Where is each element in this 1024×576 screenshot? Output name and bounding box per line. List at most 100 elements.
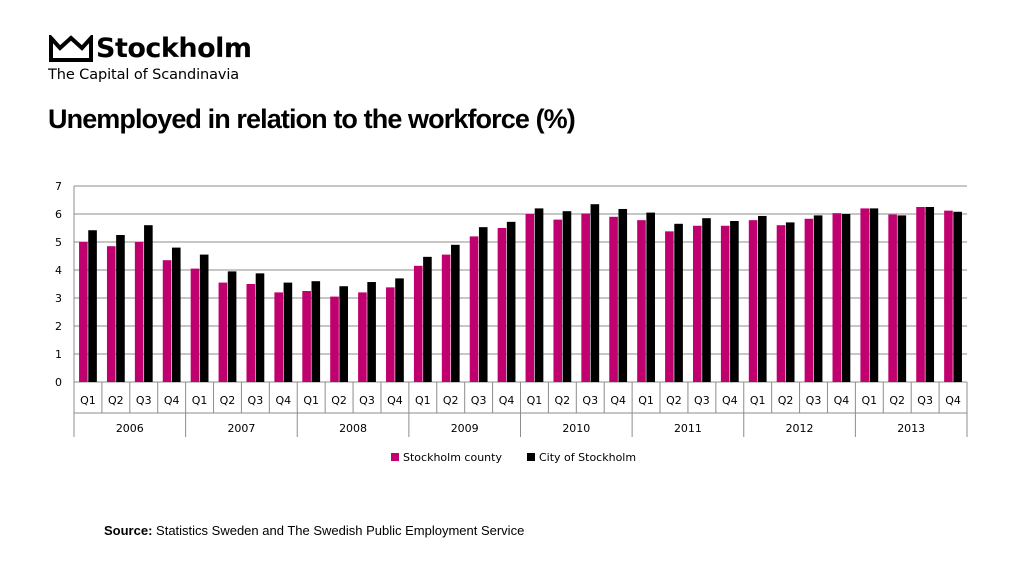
bar-stockholm-county [665,231,674,382]
bar-stockholm-county [469,236,479,382]
y-tick-label: 3 [55,292,62,305]
page-title: Unemployed in relation to the workforce … [48,104,576,134]
x-tick-label: Q2 [889,394,905,407]
x-tick-label: Q1 [415,394,431,407]
bar-city-of-stockholm [534,208,544,382]
x-tick-label: Q3 [136,394,152,407]
brand-name: Stockholm [96,33,252,64]
brand-logo: Stockholm The Capital of Scandinavia [48,34,308,90]
x-tick-label: Q2 [778,394,794,407]
bar-city-of-stockholm [339,286,349,382]
bar-city-of-stockholm [758,215,767,382]
bar-city-of-stockholm [311,281,321,382]
bar-city-of-stockholm [925,207,935,382]
year-label: 2008 [339,422,367,435]
x-tick-label: Q4 [834,394,850,407]
bar-city-of-stockholm [227,271,237,382]
bar-city-of-stockholm [646,212,655,382]
x-tick-label: Q3 [917,394,933,407]
bar-stockholm-county [916,207,925,382]
bar-city-of-stockholm [255,273,265,382]
y-tick-label: 4 [55,264,62,277]
x-tick-label: Q4 [945,394,961,407]
x-tick-label: Q4 [610,394,626,407]
bar-stockholm-county [330,296,339,382]
x-tick-label: Q2 [666,394,682,407]
bar-stockholm-county [413,265,423,382]
x-tick-label: Q3 [582,394,598,407]
x-tick-label: Q1 [80,394,96,407]
bar-stockholm-county [860,208,870,382]
bar-city-of-stockholm [144,225,153,382]
crown-icon [49,35,93,62]
bar-city-of-stockholm [506,221,516,382]
bar-city-of-stockholm [841,214,851,382]
x-tick-label: Q1 [861,394,877,407]
y-tick-label: 1 [55,348,62,361]
y-tick-label: 0 [55,376,62,389]
bar-stockholm-county [246,284,256,382]
y-tick-label: 2 [55,320,62,333]
source-note: Source: Statistics Sweden and The Swedis… [104,523,524,538]
x-tick-label: Q1 [638,394,654,407]
bar-city-of-stockholm [869,208,879,382]
bar-city-of-stockholm [283,282,293,382]
bar-city-of-stockholm [953,211,962,382]
x-tick-label: Q3 [471,394,487,407]
year-label: 2010 [562,422,590,435]
year-label: 2011 [674,422,702,435]
x-tick-label: Q4 [387,394,403,407]
bar-city-of-stockholm [367,282,376,382]
bar-city-of-stockholm [171,247,181,382]
x-tick-label: Q4 [275,394,291,407]
x-tick-label: Q2 [331,394,347,407]
bar-stockholm-county [190,268,200,382]
bar-stockholm-county [358,292,367,382]
bar-city-of-stockholm [451,244,460,382]
bar-city-of-stockholm [702,218,711,382]
bar-stockholm-county [944,210,953,382]
bar-stockholm-county [637,220,646,382]
x-tick-label: Q2 [220,394,236,407]
bar-stockholm-county [106,246,116,382]
bar-stockholm-county [162,260,172,382]
bar-stockholm-county [274,292,283,382]
bar-city-of-stockholm [478,227,488,382]
source-text: Statistics Sweden and The Swedish Public… [156,523,525,538]
x-tick-label: Q1 [527,394,543,407]
legend-label: Stockholm county [403,451,502,464]
bar-stockholm-county [79,242,88,382]
x-tick-label: Q4 [164,394,180,407]
bar-stockholm-county [581,213,590,382]
x-tick-label: Q2 [443,394,459,407]
bar-city-of-stockholm [88,230,97,382]
bar-city-of-stockholm [590,204,600,382]
bar-city-of-stockholm [813,215,823,382]
bar-stockholm-county [134,242,144,382]
bar-city-of-stockholm [674,223,683,382]
bar-stockholm-county [748,220,758,382]
bar-stockholm-county [441,254,451,382]
year-label: 2012 [786,422,814,435]
bar-city-of-stockholm [395,278,404,382]
y-tick-label: 7 [55,180,62,193]
bar-city-of-stockholm [730,221,739,382]
x-tick-label: Q3 [248,394,264,407]
x-tick-label: Q1 [750,394,766,407]
x-tick-label: Q4 [722,394,738,407]
bar-stockholm-county [497,228,507,382]
x-tick-label: Q1 [303,394,319,407]
bar-stockholm-county [525,214,535,382]
y-tick-label: 5 [55,236,62,249]
year-label: 2006 [116,422,144,435]
bar-stockholm-county [218,282,228,382]
legend-label: City of Stockholm [539,451,636,464]
bar-stockholm-county [553,219,563,382]
bar-city-of-stockholm [423,256,432,382]
year-label: 2009 [451,422,479,435]
bar-stockholm-county [888,214,897,382]
bar-city-of-stockholm [618,208,628,382]
legend-swatch [391,453,399,461]
bar-stockholm-county [804,218,814,382]
year-label: 2007 [227,422,255,435]
